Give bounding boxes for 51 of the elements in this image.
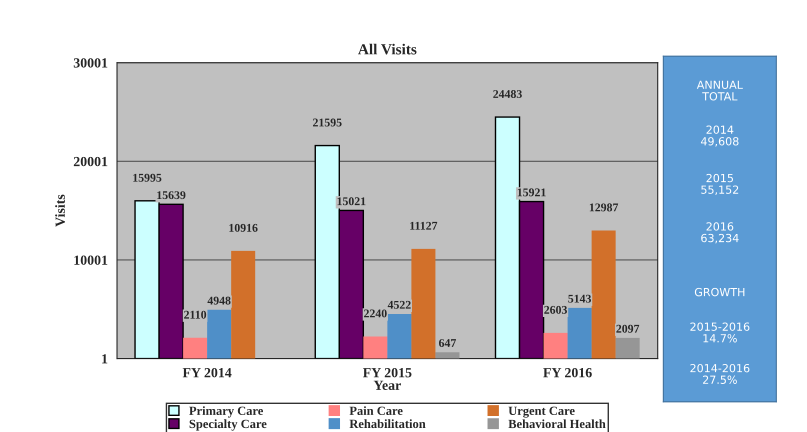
bar (568, 308, 592, 359)
bar (231, 250, 256, 359)
legend-label: Behavioral Health (508, 419, 606, 428)
y-tick-label: 10001 (74, 256, 108, 265)
text: ANNUAL TOTAL (696, 80, 743, 101)
x-axis-title: Year (374, 380, 401, 390)
y-axis-title: Visits (55, 194, 65, 227)
legend-label: Primary Care (189, 406, 264, 418)
legend-label: Specialty Care (190, 419, 266, 431)
data-label: 4522 (388, 300, 411, 309)
bar (544, 332, 568, 359)
bar (183, 338, 208, 359)
data-label: 2240 (364, 309, 387, 318)
x-tick-label: FY 2016 (543, 368, 592, 378)
data-label: 21595 (313, 118, 342, 126)
bar (616, 338, 640, 359)
legend-label: Pain Care (350, 406, 403, 416)
data-label: 2110 (184, 310, 206, 319)
x-tick-label: FY 2014 (182, 368, 232, 378)
data-label: 2603 (544, 306, 567, 314)
text: 2015 55,152 (701, 174, 738, 195)
y-tick-label: 30001 (74, 58, 108, 68)
y-tick-label: 20001 (74, 156, 108, 166)
legend-label: Urgent Care (508, 406, 575, 418)
legend-label: Rehabilitation (350, 419, 426, 428)
y-tick-label: 1 (102, 354, 108, 364)
bar (435, 352, 460, 359)
data-label: 647 (438, 339, 456, 348)
data-label: 12987 (590, 203, 618, 212)
data-label: 4948 (208, 296, 231, 305)
text: GROWTH (694, 288, 744, 296)
data-label: 15021 (338, 197, 366, 206)
data-label: 2097 (616, 324, 640, 333)
bar (207, 310, 232, 359)
data-label: 10916 (229, 224, 258, 232)
bar (592, 230, 616, 359)
chart-title: All Visits (358, 44, 416, 55)
text: 2014 49,608 (700, 125, 739, 147)
data-label: 15995 (133, 174, 162, 182)
data-label: 5143 (568, 294, 592, 303)
data-label: 24483 (493, 90, 522, 98)
data-label: 11127 (410, 222, 438, 230)
bar (387, 314, 412, 359)
x-tick-label: FY 2015 (362, 368, 412, 378)
text: 2015-2016 14.7% (690, 322, 750, 342)
text: 2014-2016 27.5% (690, 364, 750, 384)
text: 2016 63,234 (701, 222, 739, 244)
data-label: 15921 (518, 188, 546, 196)
bar (411, 248, 436, 359)
bar (363, 336, 388, 359)
data-label: 15639 (157, 191, 186, 200)
